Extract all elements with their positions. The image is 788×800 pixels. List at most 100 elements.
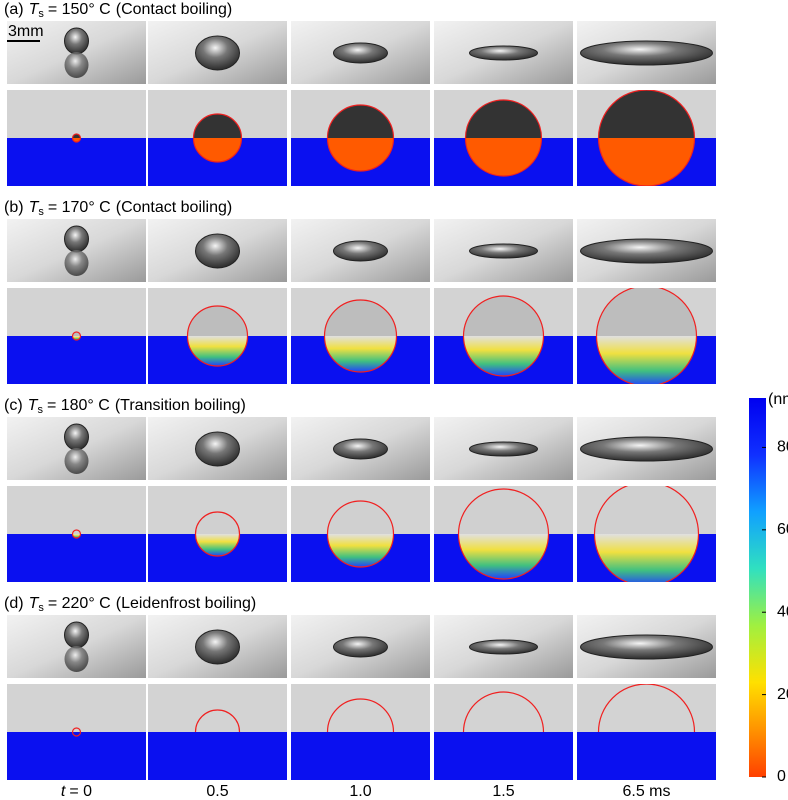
time-symbol: t xyxy=(61,783,66,800)
contact-line xyxy=(326,500,395,568)
interference-blue xyxy=(7,138,146,186)
time-label: t = 0 xyxy=(61,783,92,800)
droplet-reflection xyxy=(64,250,89,276)
lower-film xyxy=(195,534,240,556)
droplet xyxy=(333,438,388,460)
contact-line xyxy=(464,99,543,177)
lower-film xyxy=(324,336,397,372)
time-label: 1.5 xyxy=(492,783,514,800)
panel-letter: (d) xyxy=(4,595,24,612)
interference-blue xyxy=(291,732,430,780)
row-label: (d) Ts = 220° C (Leidenfrost boiling) xyxy=(4,595,256,614)
droplet xyxy=(195,629,240,665)
temp-subscript: s xyxy=(38,8,44,20)
regime: (Contact boiling) xyxy=(116,1,233,18)
upper-film xyxy=(324,300,397,336)
upper-film xyxy=(187,306,248,336)
contact-area xyxy=(457,488,550,580)
contact-area xyxy=(71,727,82,737)
contact-line xyxy=(462,295,545,377)
contact-area xyxy=(462,295,545,377)
contact-area xyxy=(462,691,545,733)
upper-film xyxy=(195,512,240,534)
contact-line xyxy=(194,511,241,557)
upper-film xyxy=(596,288,697,336)
temp-subscript: s xyxy=(38,602,44,614)
droplet xyxy=(469,243,538,259)
contact-line xyxy=(462,691,545,733)
interference-blue xyxy=(577,732,716,780)
row-label: (c) Ts = 180° C (Transition boiling) xyxy=(4,397,246,416)
colorbar-tick-label: 80 xyxy=(777,439,788,456)
droplet xyxy=(195,35,240,71)
droplet xyxy=(469,441,538,457)
lower-film xyxy=(187,336,248,366)
time-value: 1.5 xyxy=(492,783,514,800)
lower-film xyxy=(598,138,695,186)
temp-symbol: T xyxy=(29,1,40,18)
droplet xyxy=(195,431,240,467)
temp-condition: = 220° C xyxy=(48,595,111,612)
upper-film xyxy=(193,114,242,138)
temp-symbol: T xyxy=(28,397,39,414)
lower-film xyxy=(193,138,242,162)
contact-area xyxy=(464,99,543,177)
droplet xyxy=(580,238,713,264)
contact-line xyxy=(186,305,249,367)
contact-area xyxy=(326,500,395,568)
temp-condition: = 150° C xyxy=(48,1,111,18)
row-label: (b) Ts = 170° C (Contact boiling) xyxy=(4,199,232,218)
contact-line xyxy=(326,698,395,733)
droplet xyxy=(580,634,713,660)
colorbar-tick-label: 20 xyxy=(777,686,788,703)
droplet xyxy=(469,45,538,61)
droplet xyxy=(64,423,89,451)
contact-line xyxy=(457,488,550,580)
droplet xyxy=(580,40,713,66)
temp-symbol: T xyxy=(29,595,40,612)
contact-area xyxy=(71,529,82,539)
interference-blue xyxy=(434,732,573,780)
lower-film xyxy=(327,138,394,172)
upper-film xyxy=(463,296,544,336)
lower-film xyxy=(596,336,697,384)
contact-area xyxy=(194,709,241,733)
contact-area xyxy=(186,305,249,367)
lower-film xyxy=(465,138,542,176)
scale-bar-label: 3mm xyxy=(8,23,44,40)
temp-symbol: T xyxy=(29,199,40,216)
droplet-reflection xyxy=(64,646,89,672)
regime: (Transition boiling) xyxy=(115,397,246,414)
contact-line xyxy=(192,113,243,163)
time-value: 0.5 xyxy=(206,783,228,800)
upper-film xyxy=(465,100,542,138)
panels xyxy=(7,21,716,780)
contact-area xyxy=(71,331,82,341)
time-value: 6.5 ms xyxy=(622,783,670,800)
time-label: 6.5 ms xyxy=(622,783,670,800)
interference-blue xyxy=(7,336,146,384)
upper-film xyxy=(327,501,394,534)
interference-blue xyxy=(148,732,287,780)
contact-area xyxy=(326,698,395,733)
contact-area xyxy=(597,90,696,186)
temp-condition: = 180° C xyxy=(47,397,110,414)
time-label: 0.5 xyxy=(206,783,228,800)
contact-area xyxy=(593,486,700,582)
panel-letter: (b) xyxy=(4,199,24,216)
colorbar-unit: (nm) xyxy=(768,391,788,408)
contact-line xyxy=(595,288,698,384)
row-label: (a) Ts = 150° C (Contact boiling) xyxy=(4,1,232,20)
contact-area xyxy=(71,133,82,143)
droplet xyxy=(333,240,388,262)
time-value: 1.0 xyxy=(349,783,371,800)
droplet xyxy=(580,436,713,462)
colorbar-tick-label: 0 xyxy=(777,768,786,785)
interference-blue xyxy=(7,732,146,780)
droplet xyxy=(64,621,89,649)
lower-film xyxy=(458,534,549,579)
contact-area xyxy=(323,299,398,373)
regime: (Leidenfrost boiling) xyxy=(116,595,257,612)
contact-area xyxy=(597,684,696,733)
regime: (Contact boiling) xyxy=(116,199,233,216)
